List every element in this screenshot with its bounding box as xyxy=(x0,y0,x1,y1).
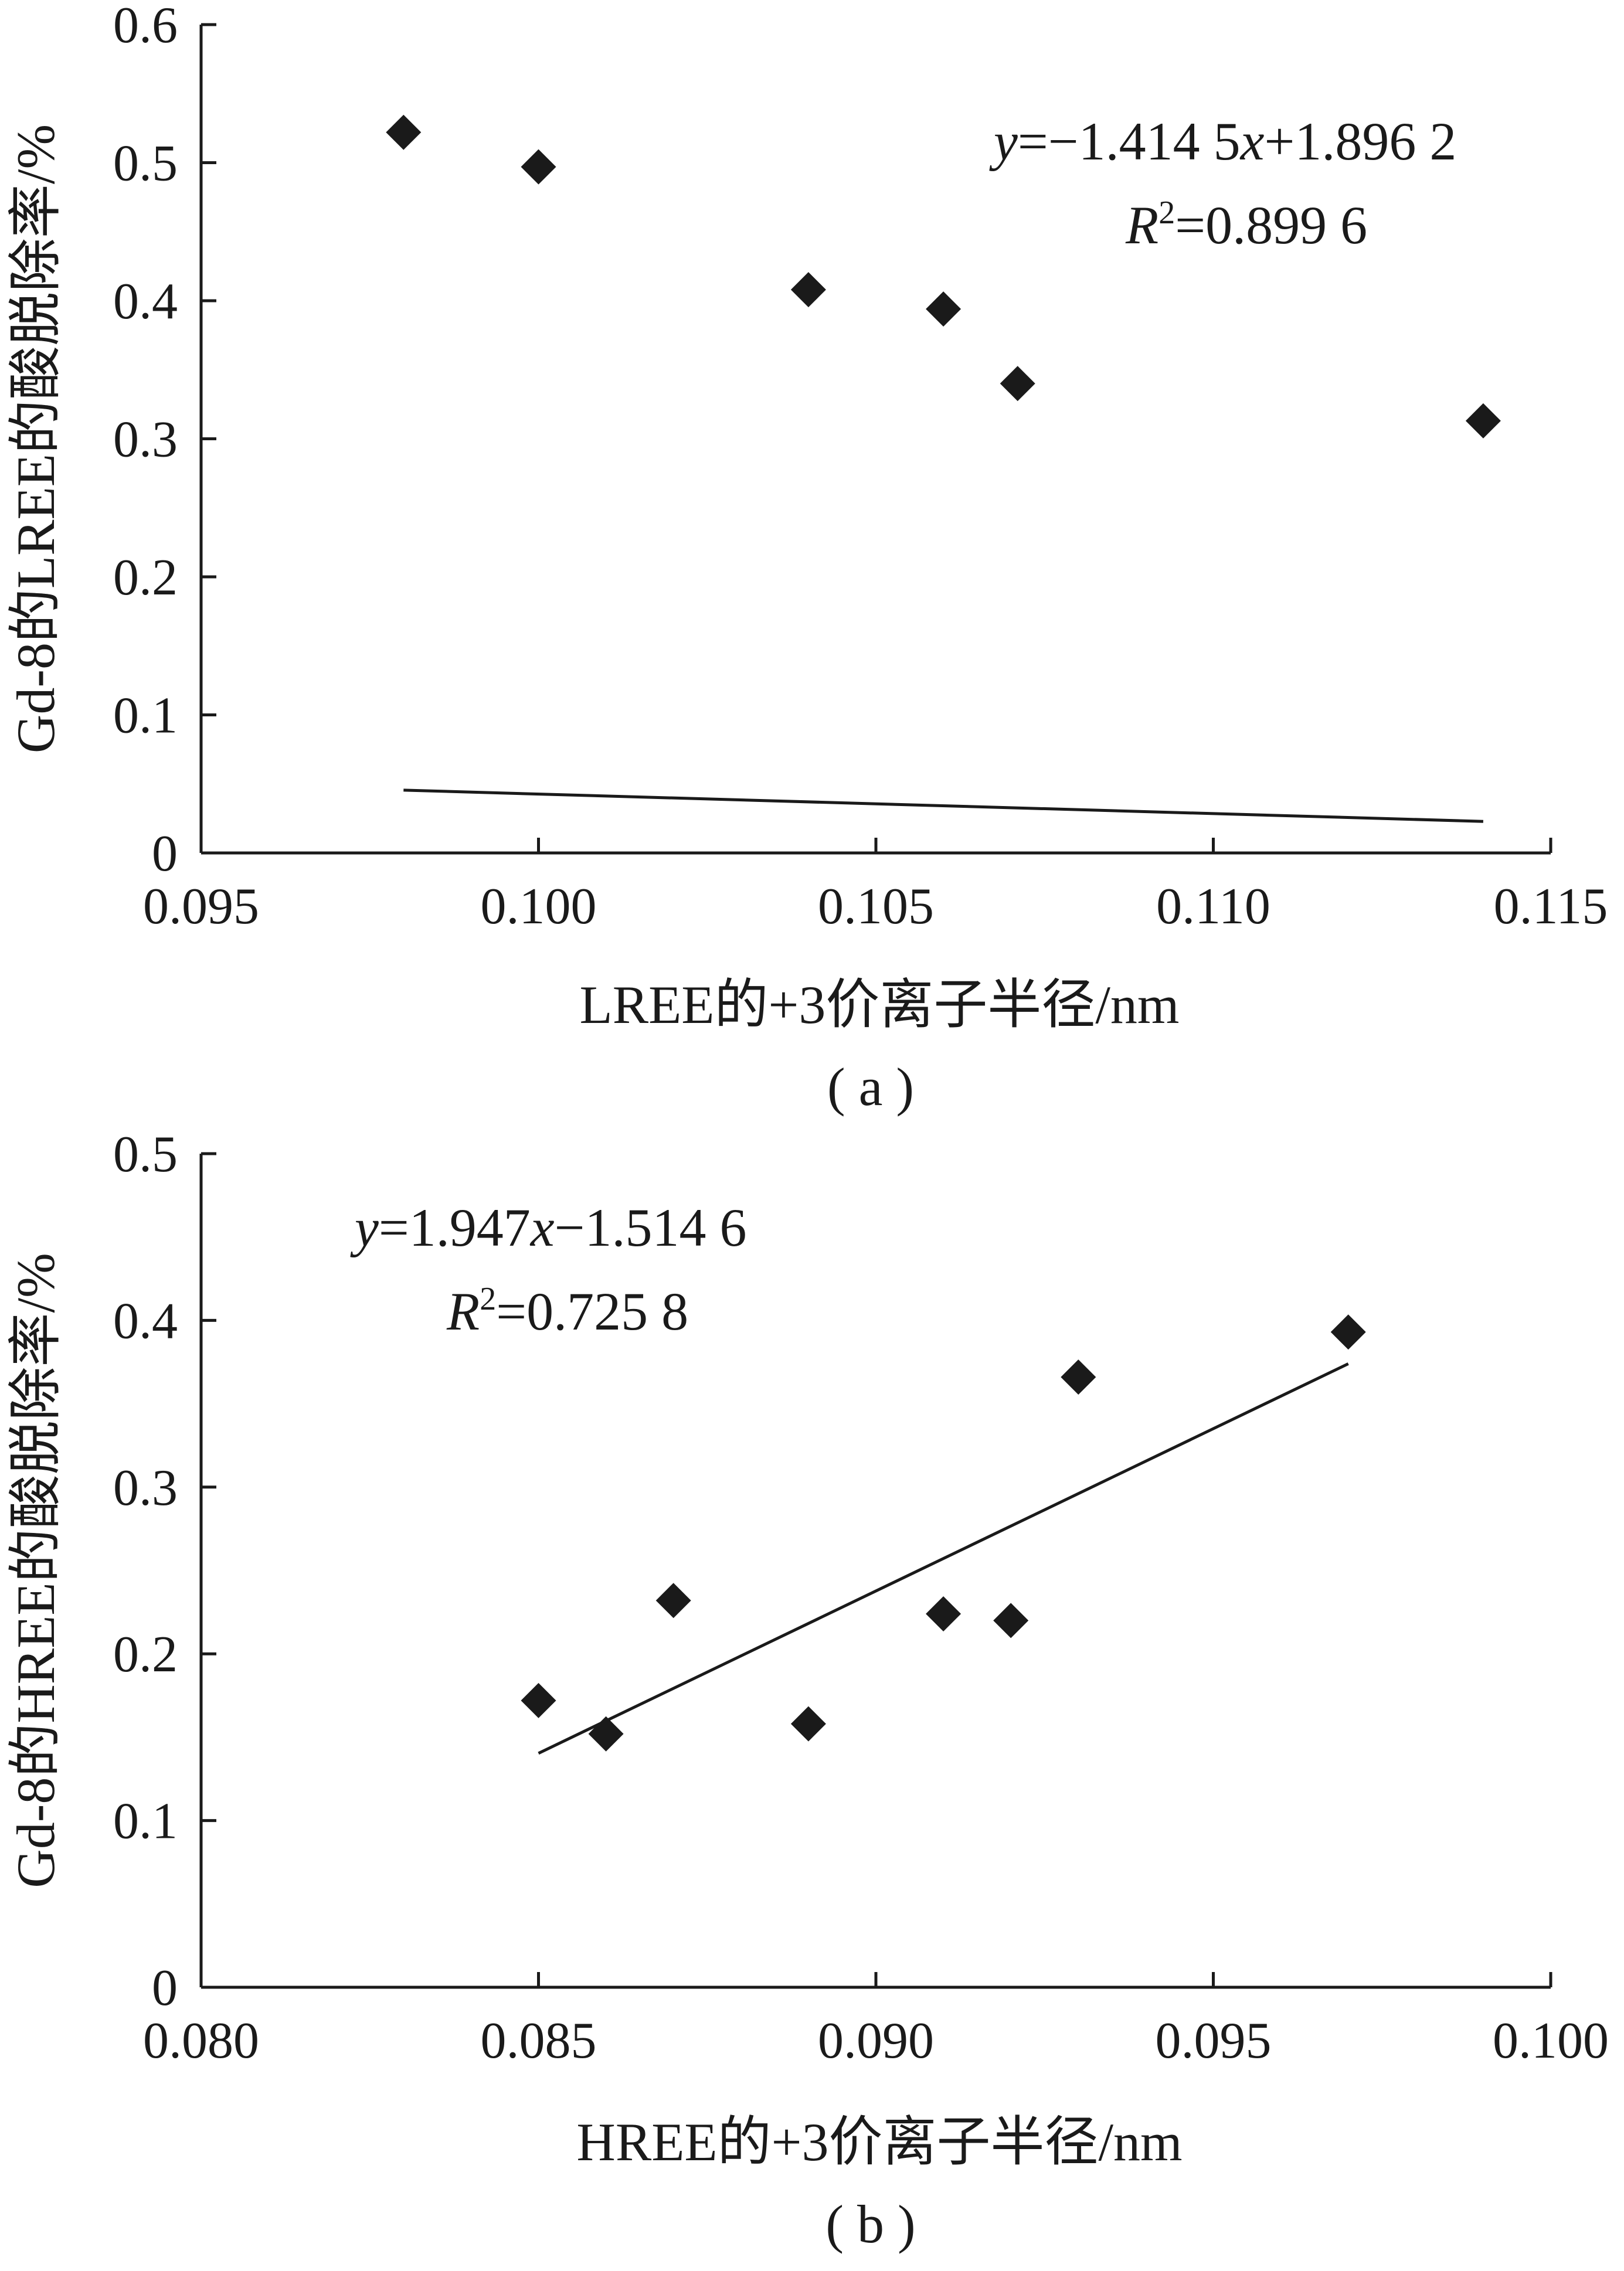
equation-intercept: +1.896 2 xyxy=(1264,111,1456,171)
y-tick-label: 0.4 xyxy=(113,273,178,330)
equation-y-symbol: y xyxy=(989,111,1018,171)
x-tick-label: 0.090 xyxy=(818,2012,934,2069)
y-tick-label: 0.1 xyxy=(113,688,178,744)
equation-x-symbol: x xyxy=(529,1198,555,1257)
y-tick-label: 0.5 xyxy=(113,135,178,192)
y-tick-label: 0.6 xyxy=(113,0,178,54)
y-tick-label: 0.4 xyxy=(113,1293,178,1349)
y-tick-label: 0.3 xyxy=(113,1460,178,1517)
x-tick-label: 0.115 xyxy=(1494,878,1608,935)
data-point xyxy=(655,1583,691,1619)
x-axis-title: HREE的+3价离子半径/nm xyxy=(576,2112,1182,2172)
r-symbol: R xyxy=(446,1281,480,1341)
data-point xyxy=(1330,1314,1366,1350)
r-squared-value: =0.899 6 xyxy=(1175,195,1367,255)
regression-line xyxy=(538,1362,1349,1755)
y-axis-title: Gd-8的LREE的酸脱除率/% xyxy=(6,124,66,753)
regression-equation: y=1.947x−1.514 6 xyxy=(350,1198,746,1257)
equation-x-symbol: x xyxy=(1239,111,1265,171)
data-point xyxy=(386,114,422,150)
x-tick-label: 0.105 xyxy=(818,878,934,935)
data-point xyxy=(588,1716,624,1752)
x-tick-label: 0.080 xyxy=(143,2012,259,2069)
y-axis-title: Gd-8的HREE的酸脱除率/% xyxy=(6,1253,66,1888)
r-squared: R2=0.725 8 xyxy=(446,1281,688,1341)
equation-intercept: −1.514 6 xyxy=(555,1198,747,1257)
r-symbol: R xyxy=(1125,195,1158,255)
y-tick-label: 0.2 xyxy=(113,1626,178,1683)
y-tick-label: 0.2 xyxy=(113,549,178,606)
data-point xyxy=(926,1596,962,1631)
y-tick-label: 0.5 xyxy=(113,1126,178,1183)
y-tick-label: 0.1 xyxy=(113,1793,178,1850)
r-superscript: 2 xyxy=(1158,195,1175,231)
regression-line xyxy=(403,788,1483,823)
x-tick-label: 0.085 xyxy=(481,2012,597,2069)
data-point xyxy=(1465,403,1501,438)
y-tick-label: 0.3 xyxy=(113,412,178,468)
x-tick-label: 0.095 xyxy=(1156,2012,1272,2069)
x-tick-label: 0.110 xyxy=(1156,878,1270,935)
y-tick-label: 0 xyxy=(152,1960,178,2017)
x-tick-label: 0.095 xyxy=(143,878,259,935)
equation-coefficient: =1.947 xyxy=(379,1198,531,1257)
data-point xyxy=(521,149,556,185)
data-point xyxy=(1000,366,1035,402)
equation-y-symbol: y xyxy=(350,1198,379,1257)
data-point xyxy=(993,1603,1029,1638)
x-axis-title: LREE的+3价离子半径/nm xyxy=(580,975,1180,1035)
data-point xyxy=(790,272,826,308)
chart-panel-a: 0 0.1 0.2 0.3 0.4 0.5 0.6 0.095 0.100 0.105 0.110 0… xyxy=(6,0,1608,1117)
panel-label: ( b ) xyxy=(825,2194,915,2254)
equation-coefficient: =−1.414 5 xyxy=(1018,111,1241,171)
regression-equation: y=−1.414 5x+1.896 2 xyxy=(989,111,1456,171)
data-point xyxy=(521,1682,556,1718)
data-point xyxy=(790,1706,826,1742)
chart-panel-b: 0 0.1 0.2 0.3 0.4 0.5 0.080 0.085 0.090 0.095 0.10… xyxy=(6,1126,1609,2254)
data-point xyxy=(926,291,962,327)
panel-label: ( a ) xyxy=(827,1057,914,1117)
x-tick-label: 0.100 xyxy=(481,878,597,935)
r-superscript: 2 xyxy=(480,1281,496,1317)
r-squared: R2=0.899 6 xyxy=(1125,195,1367,255)
data-point xyxy=(1061,1359,1096,1395)
x-tick-label: 0.100 xyxy=(1493,2012,1609,2069)
y-tick-label: 0 xyxy=(152,825,178,882)
r-squared-value: =0.725 8 xyxy=(496,1281,688,1341)
